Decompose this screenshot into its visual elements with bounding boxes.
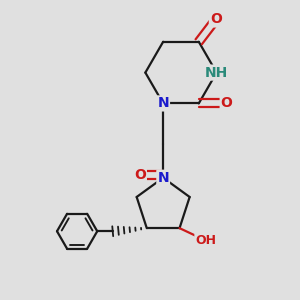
Text: O: O bbox=[221, 96, 232, 110]
Text: O: O bbox=[134, 168, 146, 182]
Text: O: O bbox=[210, 13, 222, 26]
Text: NH: NH bbox=[205, 66, 228, 80]
Text: OH: OH bbox=[195, 234, 216, 247]
Text: N: N bbox=[157, 171, 169, 185]
Text: N: N bbox=[157, 96, 169, 110]
